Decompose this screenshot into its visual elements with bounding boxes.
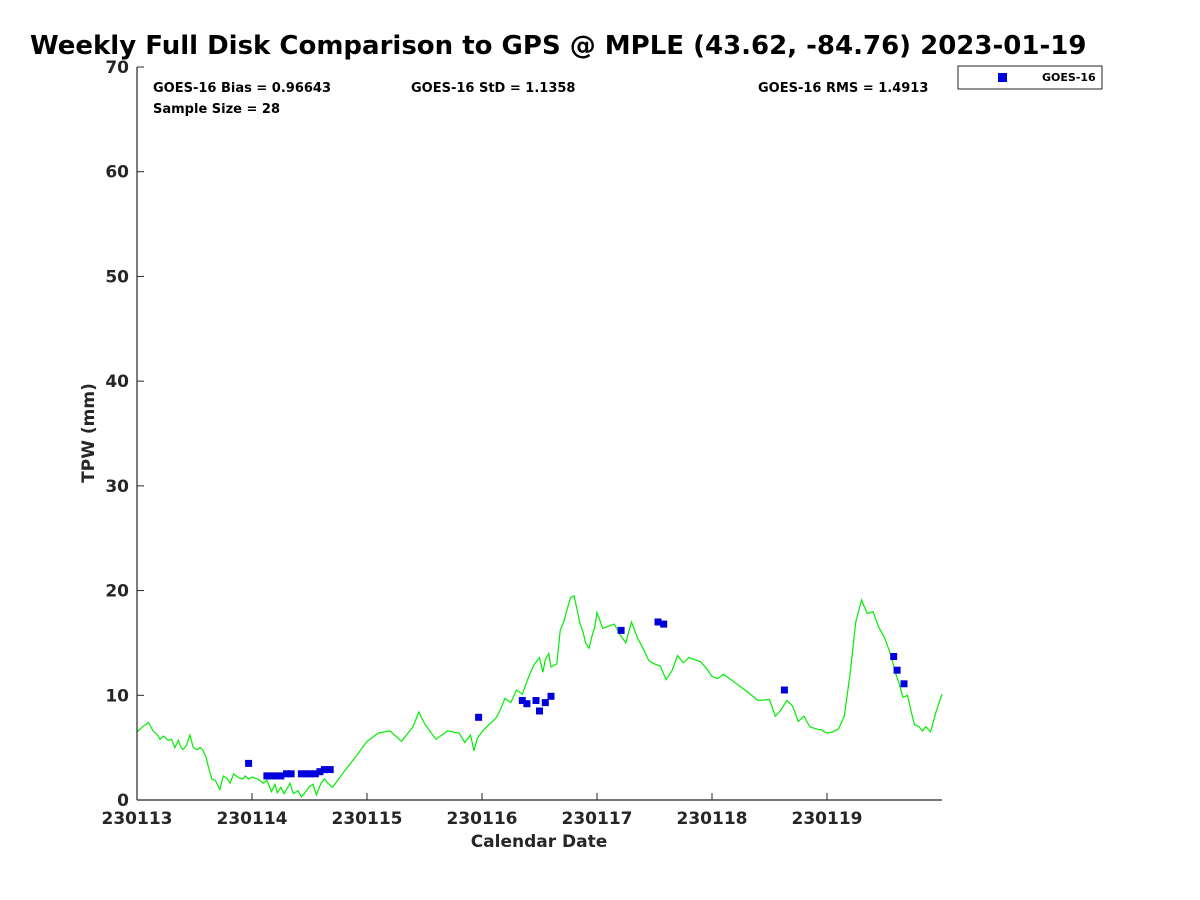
goes-16-point	[320, 766, 328, 774]
y-axis-label: TPW (mm)	[79, 383, 99, 483]
goes-16-point	[316, 768, 324, 776]
legend-marker-goes-16	[998, 73, 1007, 82]
x-tick-label: 230113	[102, 809, 173, 829]
goes-16-point	[523, 700, 531, 708]
plot-area	[137, 67, 942, 800]
x-tick-label: 230119	[792, 809, 863, 829]
y-tick-label: 40	[105, 372, 129, 392]
goes-16-point	[302, 770, 310, 778]
x-axis-label: Calendar Date	[471, 832, 608, 852]
goes-16-point	[900, 680, 908, 688]
goes-16-point	[547, 692, 555, 700]
goes-16-point	[536, 707, 543, 715]
x-tick-label: 230115	[332, 809, 403, 829]
y-tick-label: 70	[105, 58, 129, 78]
x-tick-label: 230118	[677, 809, 748, 829]
goes-16-point	[475, 713, 483, 721]
goes-16-point	[283, 770, 290, 778]
gps-line	[136, 594, 943, 798]
goes-16-point	[893, 666, 901, 674]
bias-stat: GOES-16 Bias = 0.96643	[153, 81, 331, 96]
goes-16-point	[532, 697, 540, 704]
y-tick-label: 10	[105, 686, 129, 706]
goes-16-point	[307, 770, 315, 778]
goes-16-point	[277, 772, 285, 780]
goes-16-point	[780, 686, 788, 694]
goes-16-point	[263, 772, 271, 780]
goes-16-point	[541, 699, 549, 707]
y-tick-label: 30	[105, 477, 129, 497]
goes-16-point	[518, 697, 526, 704]
rms-stat: GOES-16 RMS = 1.4913	[758, 81, 928, 96]
y-tick-label: 0	[117, 791, 129, 811]
goes-16-point	[660, 620, 668, 628]
x-axis-ticks: 230113 230114 230115 230116 230117 230118 2301…	[102, 793, 863, 829]
std-stat: GOES-16 StD = 1.1358	[411, 81, 575, 96]
goes-16-point	[311, 770, 319, 778]
goes-16-point	[272, 772, 280, 780]
goes-16-point	[287, 770, 295, 778]
x-tick-label: 230117	[562, 809, 633, 829]
legend-box	[957, 65, 1103, 90]
goes-16-point	[890, 653, 898, 660]
x-tick-label: 230114	[217, 809, 288, 829]
x-tick-label: 230116	[447, 809, 518, 829]
y-axis-ticks: 0 10 20 30 40 50 60 70	[105, 58, 144, 811]
goes-16-point	[245, 759, 253, 767]
gps-series	[136, 594, 943, 798]
chart-title: Weekly Full Disk Comparison to GPS @ MPL…	[30, 31, 1086, 61]
goes-16-point	[268, 772, 275, 780]
y-tick-label: 60	[105, 163, 129, 183]
legend-label-goes-16: GOES-16	[1042, 71, 1096, 84]
y-tick-label: 50	[105, 267, 129, 287]
goes-16-point	[654, 618, 662, 626]
y-tick-label: 20	[105, 582, 129, 602]
goes-series	[245, 618, 908, 780]
goes-16-point	[297, 770, 305, 778]
sample-size-stat: Sample Size = 28	[153, 102, 280, 117]
goes-16-point	[617, 626, 625, 634]
legend: GOES-16	[957, 65, 1103, 90]
goes-16-point	[326, 766, 334, 774]
